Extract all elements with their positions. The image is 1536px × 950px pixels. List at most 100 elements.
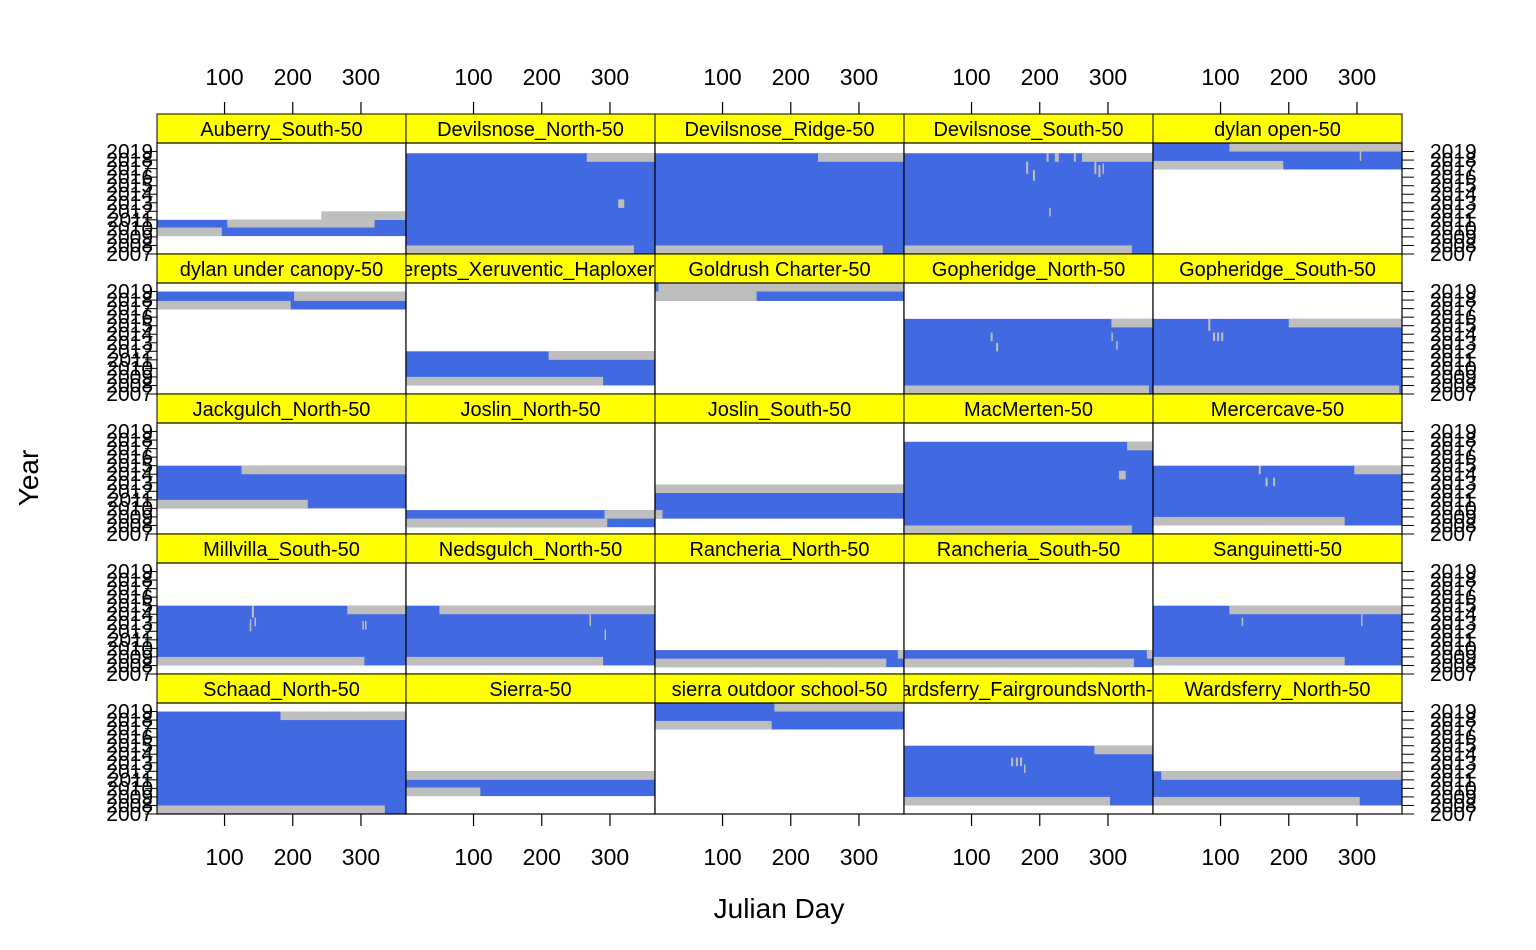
- y-tick-label-right: 2007: [1430, 663, 1477, 686]
- panel-bands: [904, 153, 1153, 254]
- y-tick-label-right: 2013: [1430, 612, 1477, 635]
- y-tick-label-right: 2011: [1430, 489, 1475, 512]
- gap-band: [254, 617, 257, 627]
- x-tick-label-top: 200: [523, 64, 561, 90]
- panel-title: Joslin_South-50: [708, 399, 851, 421]
- y-tick-label-right: 2014: [1430, 743, 1477, 766]
- gap-band: [604, 629, 607, 640]
- y-tick-label-right: 2016: [1430, 446, 1477, 469]
- gap-band: [1146, 650, 1153, 659]
- panel-strip: [1152, 533, 1403, 564]
- gap-band: [1026, 161, 1029, 174]
- y-tick-label-right: 2019: [1430, 281, 1477, 304]
- panels-layer: Auberry_South-50 Devilsnose_North-50 Devil…: [106, 64, 1477, 870]
- y-tick-label-left: 2008: [106, 514, 153, 537]
- x-tick-label-top: 100: [454, 64, 492, 90]
- panel-strip: [654, 253, 905, 284]
- y-tick-label-right: 2007: [1430, 803, 1477, 826]
- panel: Mercercave-50: [1152, 393, 1403, 535]
- panel-bands: [904, 318, 1153, 394]
- gap-band: [589, 614, 592, 627]
- gap-band: [1258, 465, 1261, 475]
- panel-bands: [655, 484, 904, 519]
- data-band: [904, 745, 1153, 806]
- gap-band: [280, 711, 406, 721]
- gap-band: [897, 650, 904, 659]
- gap-band: [406, 518, 608, 528]
- panel-title: Goldrush Charter-50: [688, 259, 870, 281]
- gap-band: [1217, 332, 1220, 342]
- panel-bands: [406, 771, 655, 797]
- y-tick-label-right: 2012: [1430, 480, 1477, 503]
- panel-background: [655, 283, 904, 394]
- y-tick-label-right: 2018: [1430, 289, 1477, 312]
- y-tick-label-left: 2016: [106, 166, 153, 189]
- y-tick-label-right: 2017: [1430, 578, 1477, 601]
- gap-band: [1054, 153, 1059, 162]
- gap-band: [1288, 318, 1402, 328]
- panel-title: Rancheria_North-50: [689, 539, 869, 561]
- panel-title: Gopheridge_North-50: [932, 259, 1125, 281]
- y-tick-label-left: 2011: [108, 769, 153, 792]
- panel: Sanguinetti-50: [1152, 533, 1403, 675]
- y-tick-label-left: 2011: [108, 629, 153, 652]
- gap-band: [1213, 332, 1216, 342]
- gap-band: [157, 227, 222, 237]
- panel: sierra outdoor school-50: [654, 673, 905, 815]
- gap-band: [249, 619, 252, 632]
- y-tick-label-right: 2007: [1430, 243, 1477, 266]
- y-tick-label-left: 2017: [106, 578, 153, 601]
- gap-band: [904, 245, 1132, 254]
- y-tick-label-left: 2007: [106, 803, 153, 826]
- panel-strip: [903, 253, 1154, 284]
- panel-strip: [903, 113, 1154, 144]
- x-tick-label-bottom: 100: [952, 844, 990, 870]
- y-tick-label-left: 2010: [106, 357, 153, 380]
- data-band: [1153, 318, 1402, 394]
- gap-band: [1024, 764, 1026, 774]
- y-tick-label-right: 2011: [1430, 629, 1475, 652]
- y-tick-label-left: 2009: [106, 226, 153, 249]
- y-tick-label-right: 2013: [1430, 192, 1477, 215]
- y-tick-label-right: 2010: [1430, 637, 1477, 660]
- panel-bands: [655, 153, 904, 254]
- y-tick-label-right: 2017: [1430, 298, 1477, 321]
- y-tick-label-left: 2015: [106, 455, 153, 478]
- gap-band: [1161, 771, 1402, 780]
- x-tick-label-top: 200: [1021, 64, 1059, 90]
- y-tick-label-left: 2018: [106, 569, 153, 592]
- panel-bands: [1153, 771, 1402, 806]
- panel-strip: [1152, 253, 1403, 284]
- panel-bands: [406, 510, 655, 528]
- y-tick-label-right: 2013: [1430, 332, 1477, 355]
- y-tick-label-right: 2012: [1430, 760, 1477, 783]
- panel: Joslin_North-50: [405, 393, 656, 535]
- y-tick-label-left: 2013: [106, 752, 153, 775]
- y-tick-label-right: 2007: [1430, 383, 1477, 406]
- y-tick-label-right: 2013: [1430, 752, 1477, 775]
- gap-band: [251, 605, 254, 618]
- gap-band: [1241, 617, 1244, 627]
- gap-band: [658, 283, 904, 292]
- y-tick-label-right: 2012: [1430, 620, 1477, 643]
- panel-strip: [903, 673, 1154, 704]
- gap-band: [406, 656, 604, 666]
- x-tick-label-bottom: 100: [703, 844, 741, 870]
- panel-title: Devilsnose_South-50: [933, 119, 1123, 141]
- y-tick-label-left: 2016: [106, 306, 153, 329]
- y-tick-label-right: 2014: [1430, 183, 1477, 206]
- gap-band: [1153, 796, 1360, 806]
- y-tick-label-left: 2018: [106, 429, 153, 452]
- gap-band: [604, 510, 655, 519]
- gap-band: [1015, 757, 1018, 767]
- gap-band: [1118, 470, 1126, 480]
- y-tick-label-left: 2010: [106, 497, 153, 520]
- gap-band: [1273, 477, 1276, 487]
- panel-strip: [156, 393, 407, 424]
- panel-title: dylan open-50: [1214, 119, 1341, 141]
- panel-title: Rancheria_South-50: [937, 539, 1120, 561]
- y-tick-label-left: 2009: [106, 646, 153, 669]
- gap-band: [1102, 163, 1105, 174]
- data-band: [904, 318, 1153, 394]
